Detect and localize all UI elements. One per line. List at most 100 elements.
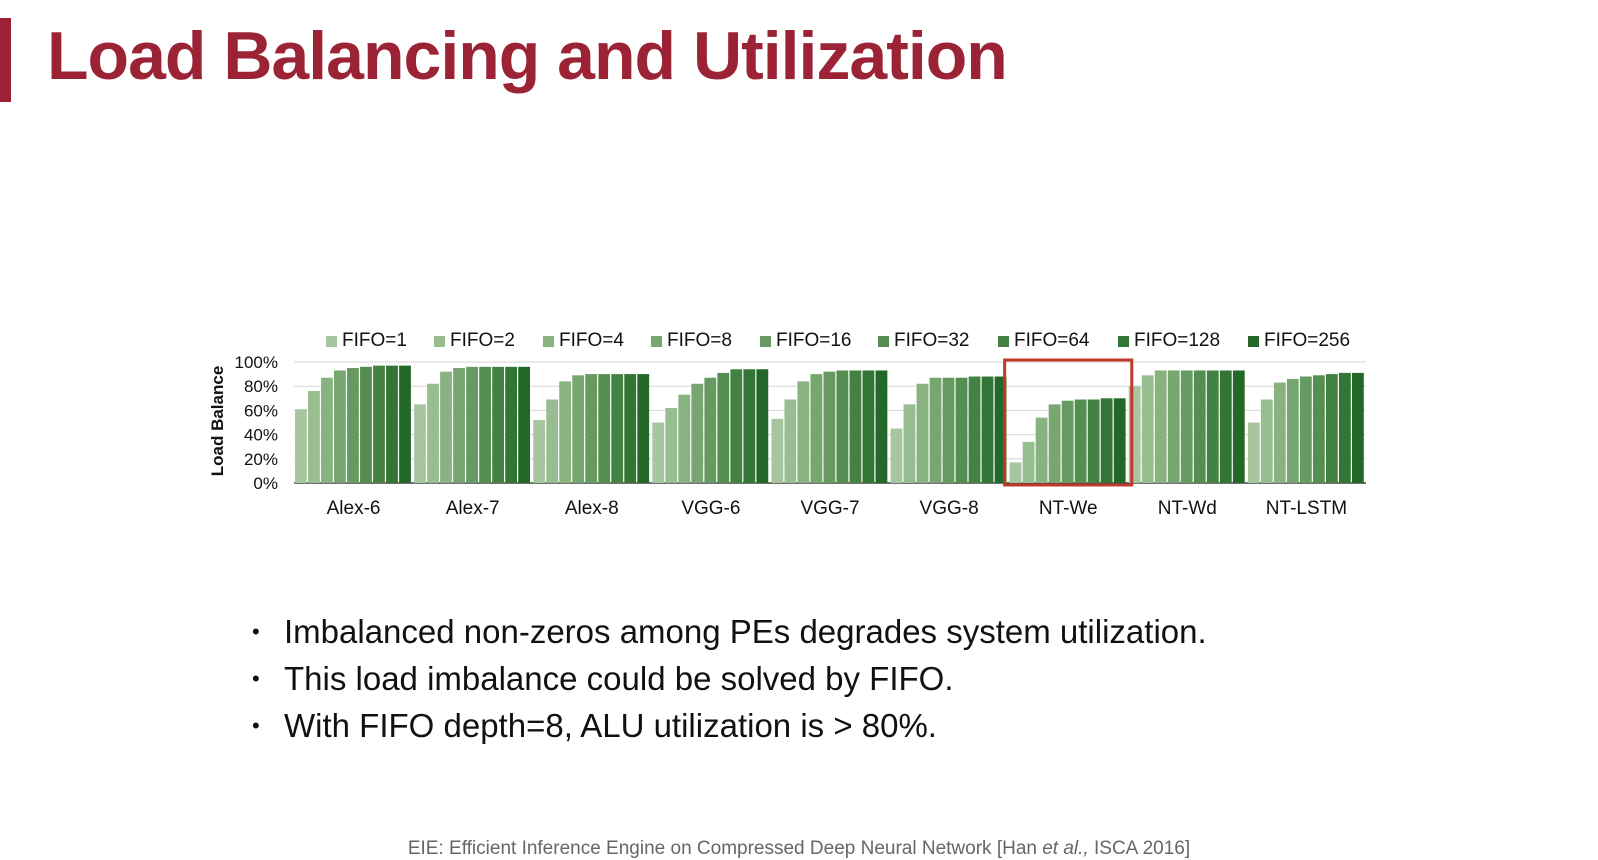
legend-swatch [543, 336, 554, 347]
bar [1100, 398, 1113, 483]
bar [492, 366, 504, 483]
bar [1286, 378, 1299, 483]
bar [890, 428, 903, 483]
bar [414, 404, 426, 483]
x-tick-label: VGG-7 [800, 498, 859, 519]
bar [836, 370, 849, 483]
bar [1035, 417, 1048, 483]
bar [637, 374, 650, 483]
bar [942, 377, 955, 483]
legend-label: FIFO=1 [342, 330, 407, 351]
x-tick-label: NT-We [1039, 498, 1098, 519]
x-tick-label: NT-Wd [1158, 498, 1217, 519]
bullet-dot: • [252, 712, 260, 738]
legend-swatch [998, 336, 1009, 347]
bar [611, 374, 624, 483]
bar [347, 368, 359, 483]
legend-label: FIFO=256 [1264, 330, 1350, 351]
x-tick-label: Alex-7 [446, 498, 500, 519]
x-tick-label: VGG-6 [681, 498, 740, 519]
bar [1154, 370, 1167, 483]
legend-label: FIFO=2 [450, 330, 515, 351]
x-tick-label: Alex-6 [327, 498, 381, 519]
x-tick-label: VGG-8 [920, 498, 979, 519]
y-tick-label: 80% [244, 377, 278, 396]
bar [518, 366, 531, 483]
bar [903, 404, 916, 483]
legend-swatch [760, 336, 771, 347]
bullet-list: • Imbalanced non-zeros among PEs degrades… [252, 608, 1207, 749]
bar [1167, 370, 1180, 483]
bar [386, 365, 398, 483]
bar [797, 381, 810, 483]
bar [916, 383, 929, 483]
bar [968, 376, 981, 483]
bullet-item: • Imbalanced non-zeros among PEs degrades… [252, 612, 1207, 650]
bullet-item: • This load imbalance could be solved by … [252, 659, 954, 697]
legend-swatch [651, 336, 662, 347]
x-axis-labels: Alex-6 Alex-7 Alex-8 VGG-6 VGG-7 VGG-8 NT-We NT… [327, 498, 1347, 519]
bar [321, 377, 333, 483]
bullet-dot: • [252, 665, 260, 691]
citation: EIE: Efficient Inference Engine on Compr… [407, 838, 1191, 859]
legend-swatch [434, 336, 445, 347]
legend-swatch [1118, 336, 1129, 347]
x-tick-label: NT-LSTM [1266, 498, 1347, 519]
bar [598, 374, 611, 483]
bar [546, 399, 559, 483]
x-tick-label: Alex-8 [565, 498, 619, 519]
bar [1009, 462, 1022, 483]
bar [1061, 400, 1074, 483]
bar [1048, 404, 1061, 483]
bar [1325, 374, 1338, 483]
bar [1219, 370, 1232, 483]
bar [875, 370, 888, 483]
bar [360, 366, 372, 483]
bar [730, 369, 743, 483]
bar [1273, 382, 1286, 483]
bar [466, 366, 478, 483]
bar [771, 418, 784, 483]
bar [1299, 376, 1312, 483]
bar [624, 374, 637, 483]
bar [1128, 386, 1141, 483]
bar [572, 375, 585, 483]
legend-label: FIFO=64 [1014, 330, 1090, 351]
legend-swatch [326, 336, 337, 347]
bullet-dot: • [252, 618, 260, 644]
y-axis-title: Load Balance [208, 366, 227, 477]
chart-legend: FIFO=1 FIFO=2 FIFO=4 FIFO=8 FIFO=16 FIFO=32 FI… [326, 330, 1350, 351]
bar [665, 407, 678, 483]
bar [505, 366, 518, 483]
bar [743, 369, 756, 483]
bar [784, 399, 797, 483]
bar [585, 374, 598, 483]
legend-swatch [878, 336, 889, 347]
bar [862, 370, 875, 483]
bar [399, 365, 411, 483]
bar [1232, 370, 1245, 483]
legend-label: FIFO=32 [894, 330, 970, 351]
legend-label: FIFO=8 [667, 330, 732, 351]
bar [559, 381, 572, 483]
legend-label: FIFO=16 [776, 330, 852, 351]
bar [1193, 370, 1206, 483]
y-tick-label: 0% [253, 474, 278, 493]
highlight-box [1003, 358, 1134, 487]
bar [440, 371, 452, 483]
bar [427, 383, 439, 483]
title-accent-bar [0, 18, 11, 102]
bar [929, 377, 942, 483]
bar [849, 370, 862, 483]
bar [981, 376, 994, 483]
bar [1312, 375, 1325, 483]
bar [1351, 372, 1364, 483]
chart-bars [295, 365, 1364, 483]
bar [756, 369, 769, 483]
bar [810, 374, 823, 483]
bar [678, 394, 691, 483]
bar [479, 366, 491, 483]
bar [308, 391, 320, 483]
bar [691, 383, 704, 483]
legend-label: FIFO=128 [1134, 330, 1220, 351]
